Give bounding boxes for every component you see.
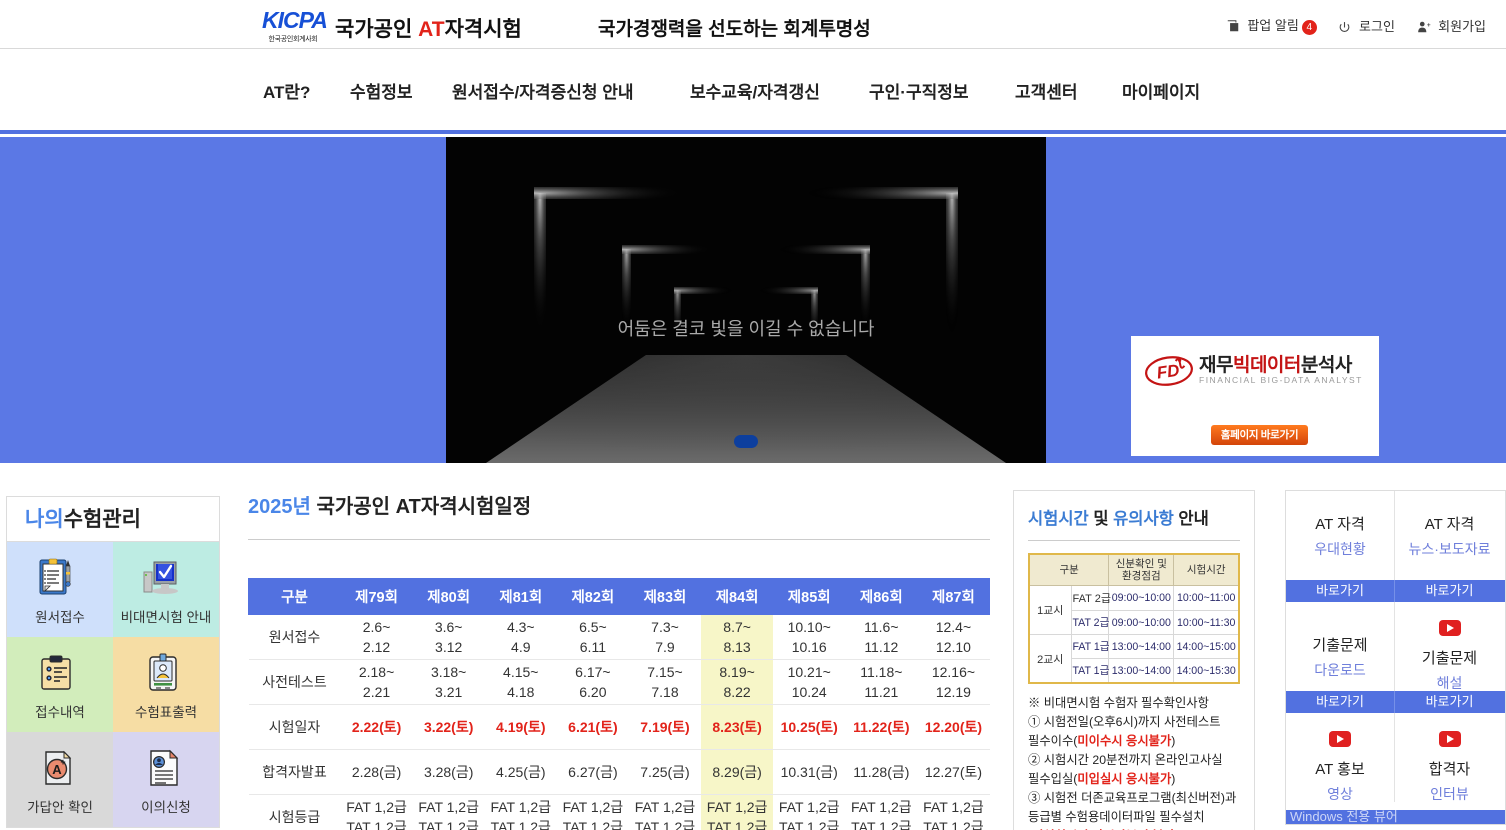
svg-text:+: + xyxy=(60,757,65,767)
svg-text:+: + xyxy=(1426,22,1430,29)
svg-text:FD: FD xyxy=(1156,361,1181,383)
svg-text:어둠은 결코 빛을 이길 수 없습니다: 어둠은 결코 빛을 이길 수 없습니다 xyxy=(618,319,875,339)
